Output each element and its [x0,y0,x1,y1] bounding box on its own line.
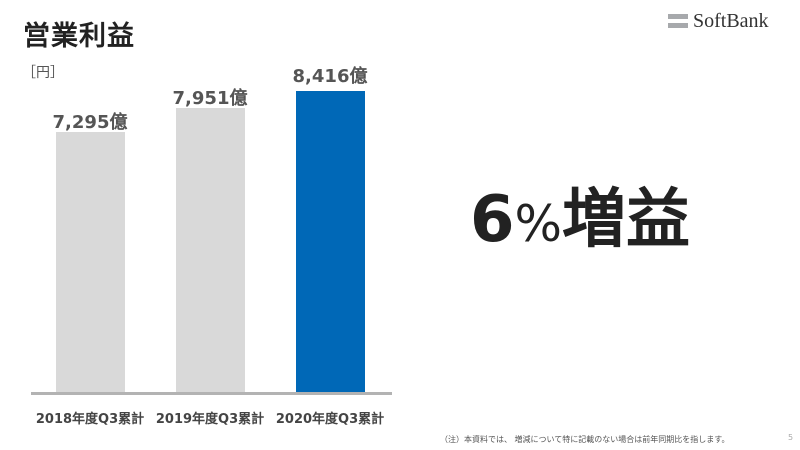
growth-headline: 6%増益 [470,168,690,260]
bar-value-label: 7,295億 [52,112,128,133]
softbank-logo-icon [668,13,688,29]
x-axis-label: 2018年度Q3累計 [35,412,145,427]
bar-value-label: 8,416億 [292,66,368,87]
page-title: 営業利益 [23,21,135,52]
page-number: 5 [788,433,794,442]
x-axis-label: 2020年度Q3累計 [275,412,385,427]
bar-2018 [56,132,125,393]
growth-number: 6 [470,183,515,257]
growth-text: 増益 [562,183,691,257]
logo-text: SoftBank [693,9,769,32]
bar-value-label: 7,951億 [172,88,248,109]
percent-sign: % [514,195,563,253]
bar-2020 [296,91,365,393]
footnote: （注）本資料では、 増減について特に記載のない場合は前年同期比を指します。 [440,435,730,444]
unit-label: ［円］ [22,65,64,81]
bar-2019 [176,108,245,393]
x-axis-line [31,392,392,395]
operating-income-bar-chart: 7,295億 7,951億 8,416億 2018年度Q3累計 2019年度Q3… [31,66,392,427]
x-axis-label: 2019年度Q3累計 [155,412,265,427]
softbank-logo: SoftBank [668,8,769,34]
